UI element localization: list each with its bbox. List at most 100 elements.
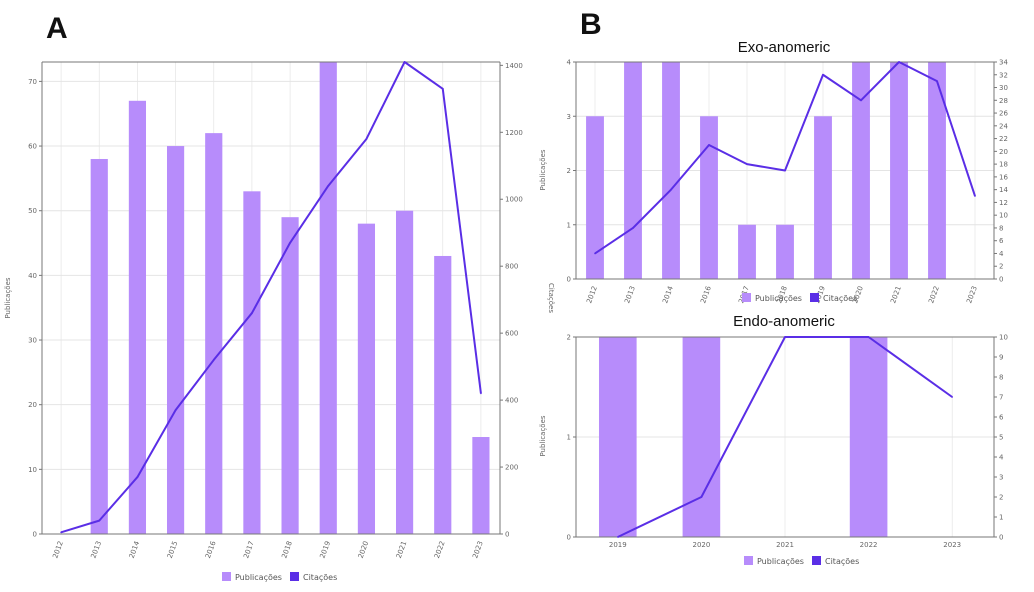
chart0-line-point (365, 138, 368, 140)
chart1-bar (928, 62, 946, 279)
chart2-y-tick-label: 1 (567, 434, 571, 442)
chart1-line-point (594, 252, 596, 255)
chart0-y-tick-label: 30 (28, 337, 37, 345)
chart0-y2-tick-label: 1000 (505, 196, 523, 204)
chart1-y2-tick-label: 22 (999, 135, 1008, 143)
chart0-y2-tick-label: 1200 (505, 129, 523, 137)
chart2-line-point (867, 336, 870, 338)
chart0-bar (357, 223, 376, 534)
chart1-legend-swatch-citacoes (810, 293, 819, 302)
chart1-bar (890, 62, 908, 279)
chart2-legend-label-citacoes: Citações (825, 557, 859, 566)
chart0-line-point (212, 359, 215, 361)
chart2-y2-tick-label: 4 (999, 454, 1004, 462)
chart2-y-tick-label: 0 (567, 534, 571, 542)
chart0-x-tick-label: 2019 (319, 540, 333, 559)
chart0-bar (166, 146, 185, 534)
chart0-line-point (289, 241, 291, 244)
chart0-line-point (136, 476, 139, 478)
chart2-y2-tick-label: 3 (999, 474, 1003, 482)
chart1-line-point (746, 163, 748, 165)
chart1-bar (814, 116, 832, 279)
chart2-line-point (700, 496, 703, 498)
chart1-y2-tick-label: 8 (999, 224, 1003, 232)
chart1-line-point (974, 195, 976, 197)
chart2-x-tick-label: 2019 (609, 541, 627, 549)
chart0-x-tick-label: 2020 (357, 540, 371, 559)
chart0-x-tick-label: 2012 (51, 540, 65, 559)
panel-label-a: A (46, 12, 68, 45)
chart1-y2-tick-label: 0 (999, 276, 1003, 284)
chart0-x-tick-label: 2013 (90, 540, 104, 559)
chart0-x-tick-label: 2017 (242, 540, 256, 559)
chart1-bar (662, 62, 680, 279)
chart0-legend-label-publicacoes: Publicações (235, 573, 282, 582)
chart1-y2-tick-label: 14 (999, 186, 1008, 194)
chart1-y2-tick-label: 2 (999, 263, 1003, 271)
chart1-y-axis-label: Publicações (539, 149, 547, 190)
chart2-y2-tick-label: 6 (999, 414, 1004, 422)
chart0-y-tick-label: 0 (33, 531, 37, 539)
chart1-y2-tick-label: 26 (999, 110, 1008, 118)
chart0-bar (281, 217, 299, 534)
chart1-legend-swatch-publicacoes (742, 293, 751, 302)
chart0-bar (395, 210, 414, 534)
chart1-line-point (860, 99, 862, 102)
chart0-x-tick-label: 2015 (166, 540, 180, 559)
chart2-x-tick-label: 2022 (860, 541, 878, 549)
chart2-title: Endo-anomeric (733, 313, 835, 330)
chart1-y2-tick-label: 18 (999, 161, 1008, 169)
chart0-line-point (98, 519, 101, 522)
chart2-y2-tick-label: 0 (999, 534, 1003, 542)
chart0-y2-tick-label: 0 (505, 531, 509, 539)
chart0-y2-tick-label: 200 (505, 464, 518, 472)
chart0-y-axis-label: Publicações (4, 277, 12, 318)
chart0-y2-axis-label: Citações (547, 283, 555, 313)
chart2-y2-tick-label: 1 (999, 514, 1003, 522)
chart1-y2-tick-label: 10 (999, 212, 1008, 220)
chart1-line-point (708, 144, 710, 146)
chart0-line-point (174, 409, 177, 411)
chart2-bar (849, 337, 888, 537)
chart1-x-tick-label: 2023 (965, 285, 979, 304)
chart0-line-point (60, 531, 62, 534)
chart0-x-tick-label: 2022 (433, 540, 447, 559)
chart0-line-point (251, 312, 253, 314)
chart1-y2-tick-label: 12 (999, 199, 1008, 207)
chart0-x-tick-label: 2014 (128, 539, 142, 559)
chart0-bar (434, 255, 452, 534)
chart1-x-tick-label: 2013 (623, 285, 637, 304)
chart0-bar (205, 133, 223, 534)
chart0-y2-tick-label: 800 (505, 263, 518, 271)
chart0-line-point (480, 392, 482, 395)
panel-label-b: B (580, 8, 602, 41)
chart1-y-tick-label: 4 (567, 59, 572, 67)
chart1-y2-tick-label: 34 (999, 59, 1008, 67)
chart2-bar (682, 337, 721, 537)
chart0-x-tick-label: 2023 (471, 540, 485, 559)
chart1-line-point (936, 80, 938, 82)
chart2-x-tick-label: 2021 (776, 541, 794, 549)
chart2-y-axis-label: Publicações (539, 415, 547, 456)
chart2-line-point (951, 396, 953, 398)
chart1-y2-tick-label: 6 (999, 237, 1004, 245)
chart1-bar (776, 224, 794, 279)
chart1-bar (852, 62, 870, 279)
chart1-line-point (898, 61, 900, 63)
chart0-line-point (403, 61, 406, 63)
chart2-line-point (784, 336, 786, 338)
chart1-y2-tick-label: 28 (999, 97, 1008, 105)
chart2-legend-label-publicacoes: Publicações (757, 557, 804, 566)
chart0-x-tick-label: 2018 (280, 540, 294, 559)
chart2-y2-tick-label: 10 (999, 334, 1008, 342)
chart0-citation-line (60, 61, 482, 534)
chart1-y-tick-label: 3 (567, 113, 571, 121)
chart1-x-tick-label: 2012 (585, 285, 599, 304)
chart2-x-tick-label: 2023 (943, 541, 961, 549)
chart0-bar (243, 191, 261, 534)
chart2-y2-tick-label: 2 (999, 494, 1003, 502)
chart1-y-tick-label: 0 (567, 276, 571, 284)
chart1-y2-tick-label: 16 (999, 173, 1008, 181)
chart1-y2-tick-label: 24 (999, 122, 1008, 130)
